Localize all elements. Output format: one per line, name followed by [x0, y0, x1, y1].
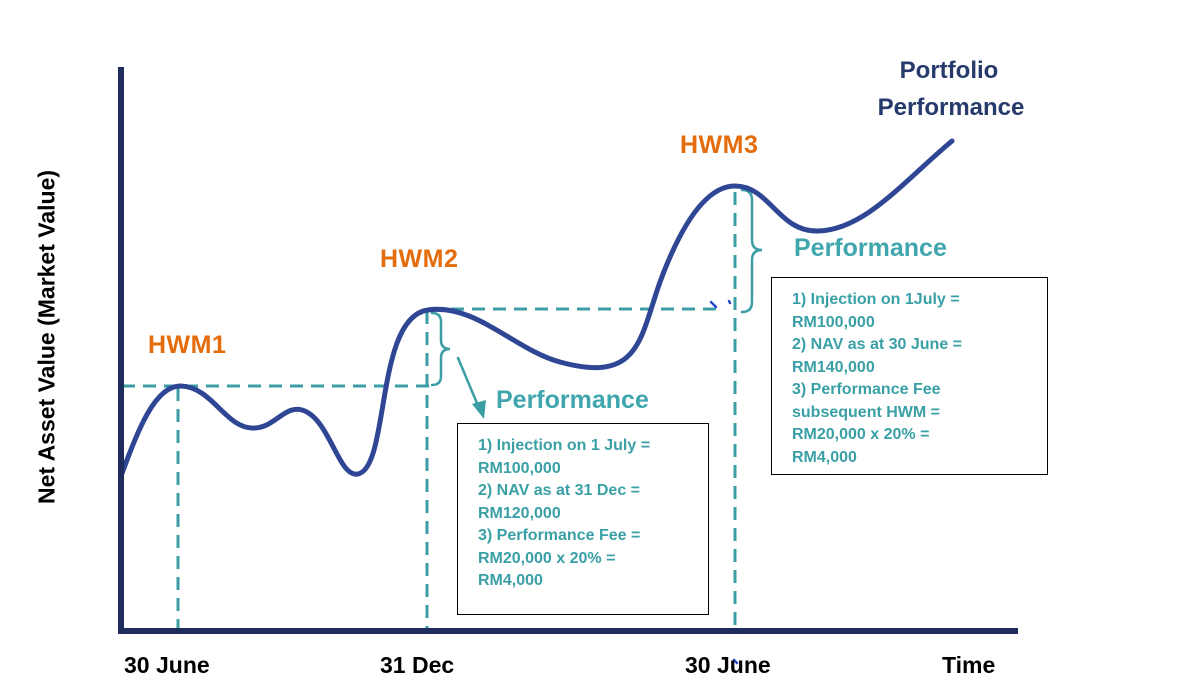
chart-title-line-1: Portfolio	[899, 57, 999, 84]
performance-arrow	[456, 356, 481, 410]
note-line: 2) NAV as at 31 Dec =	[478, 482, 641, 499]
note-line: RM120,000	[478, 504, 561, 522]
note-line: 2) NAV as at 30 June =	[792, 336, 962, 353]
hwm1-label: HWM1	[148, 331, 227, 359]
x-tick-label-30-june-1: 30 June	[124, 652, 210, 678]
note-line: RM4,000	[792, 448, 857, 466]
note-line: RM100,000	[792, 313, 875, 331]
performance-brace-2	[740, 188, 763, 314]
note-box-hwm3: 1) Injection on 1July = RM100,000 2) NAV…	[771, 277, 1048, 475]
note-line: RM140,000	[792, 358, 875, 376]
performance-arrowhead	[472, 400, 486, 419]
y-axis-label: Net Asset Value (Market Value)	[33, 169, 60, 505]
note-line: RM20,000 x 20% =	[478, 549, 616, 567]
note-line: 1) Injection on 1 July =	[478, 437, 651, 454]
note-line: subsequent HWM =	[792, 403, 941, 421]
x-tick-label-31-dec: 31 Dec	[380, 652, 455, 678]
note-line: RM20,000 x 20% =	[792, 426, 930, 443]
hwm2-label: HWM2	[380, 245, 459, 273]
tick-mark-2	[727, 299, 732, 305]
portfolio-curve	[118, 138, 955, 479]
performance-label-2: Performance	[794, 234, 947, 262]
note-line: 3) Performance Fee =	[478, 527, 641, 544]
x-tick-label-30-june-2: 30 June	[685, 652, 771, 678]
note-line: 3) Performance Fee	[792, 381, 941, 398]
performance-label-1: Performance	[496, 386, 649, 414]
note-line: RM100,000	[478, 459, 561, 477]
x-axis-end-label: Time	[942, 652, 996, 678]
tick-mark-1	[709, 300, 718, 309]
hwm3-label: HWM3	[680, 131, 759, 159]
tick-mark-3	[732, 658, 739, 665]
note-line: 1) Injection on 1July =	[792, 291, 960, 308]
performance-brace-1	[430, 311, 451, 387]
chart-title-line-2: Performance	[877, 94, 1025, 121]
note-box-hwm2: 1) Injection on 1 July = RM100,000 2) NA…	[457, 423, 709, 615]
note-line: RM4,000	[478, 572, 543, 589]
